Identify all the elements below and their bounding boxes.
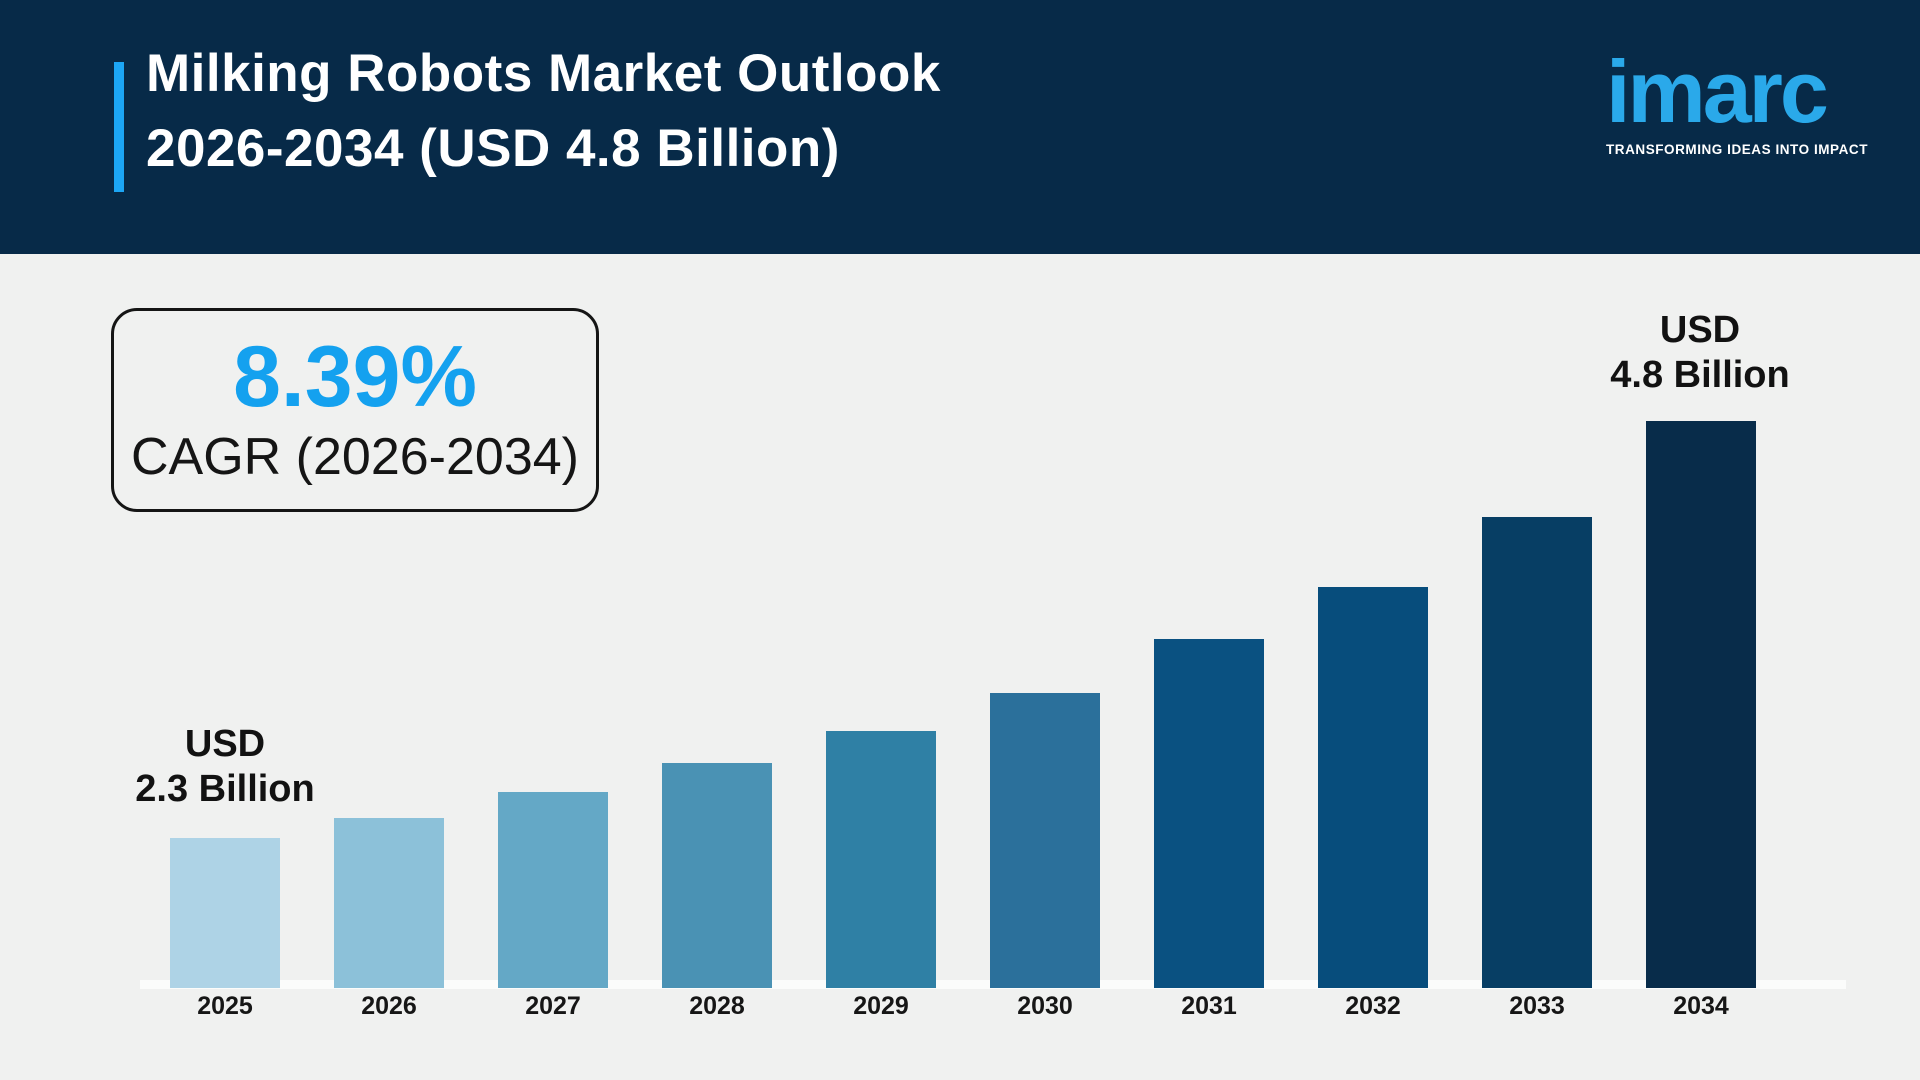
page-title: Milking Robots Market Outlook 2026-2034 … [146, 36, 941, 186]
year-label-2032: 2032 [1345, 992, 1401, 1020]
imarc-logo-wordmark: imarc [1606, 42, 1829, 141]
imarc-logo-tagline: TRANSFORMING IDEAS INTO IMPACT [1606, 142, 1868, 157]
year-label-2028: 2028 [689, 992, 745, 1020]
bar-2032 [1318, 587, 1428, 988]
bar-2026 [334, 818, 444, 988]
bar-2029 [826, 731, 936, 988]
year-label-2027: 2027 [525, 992, 581, 1020]
page-title-line1: Milking Robots Market Outlook [146, 44, 941, 103]
bar-2033 [1482, 517, 1592, 988]
first-bar-value-line2: 2.3 Billion [135, 768, 315, 810]
cagr-label: CAGR (2026-2034) [131, 428, 579, 487]
first-bar-value-line1: USD [184, 723, 266, 765]
year-label-2033: 2033 [1509, 992, 1565, 1020]
cagr-card: 8.39% CAGR (2026-2034) [111, 308, 599, 512]
bar-2030 [990, 693, 1100, 988]
last-bar-value-line2: 4.8 Billion [1610, 354, 1790, 396]
year-label-2026: 2026 [361, 992, 417, 1020]
year-label-2029: 2029 [853, 992, 909, 1020]
page-title-line2: 2026-2034 (USD 4.8 Billion) [146, 119, 840, 178]
header-band: Milking Robots Market Outlook 2026-2034 … [0, 0, 1920, 254]
imarc-logo: imarc TRANSFORMING IDEAS INTO IMPACT [1606, 42, 1868, 158]
year-label-2030: 2030 [1017, 992, 1073, 1020]
year-label-2031: 2031 [1181, 992, 1237, 1020]
bar-2025 [170, 838, 280, 988]
last-bar-value-label: USD 4.8 Billion [1580, 308, 1820, 398]
cagr-value: 8.39% [233, 328, 477, 425]
bar-2034 [1646, 421, 1756, 988]
title-accent-bar [114, 62, 124, 192]
bar-2027 [498, 792, 608, 988]
last-bar-value-line1: USD [1659, 309, 1741, 351]
bar-2031 [1154, 639, 1264, 988]
bar-2028 [662, 763, 772, 988]
year-label-2025: 2025 [197, 992, 253, 1020]
year-label-2034: 2034 [1673, 992, 1729, 1020]
first-bar-value-label: USD 2.3 Billion [105, 722, 345, 812]
